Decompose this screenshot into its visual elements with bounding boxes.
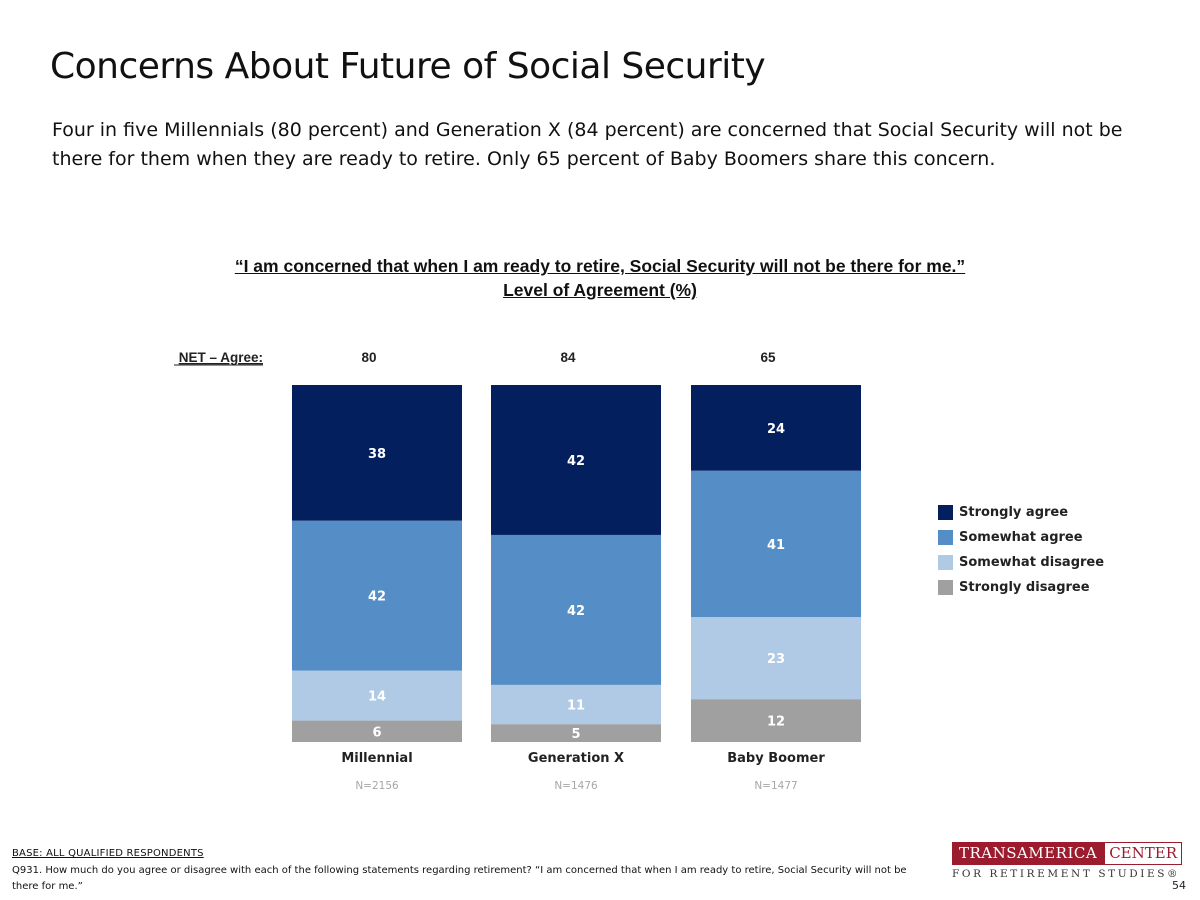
page-title: Concerns About Future of Social Security: [50, 46, 766, 87]
bar-generation-x-strongly-disagree: [491, 724, 661, 742]
legend-label-somewhat-disagree: Somewhat disagree: [959, 555, 1105, 570]
sample-size-generation-x: N=1476: [554, 780, 598, 792]
data-label-generation-x-strongly-agree: 42: [567, 454, 585, 469]
chart-legend: Strongly agree Somewhat agree Somewhat dis…: [938, 500, 1104, 600]
page-number: 54: [1172, 879, 1186, 892]
data-label-millennial-somewhat-disagree: 14: [368, 690, 386, 705]
bar-baby-boomer-somewhat-disagree: [691, 617, 861, 700]
legend-item-somewhat-disagree: Somewhat disagree: [938, 550, 1104, 575]
legend-swatch-somewhat-disagree: [938, 555, 953, 570]
data-label-baby-boomer-somewhat-agree: 41: [767, 538, 785, 553]
chart-subtitle: Level of Agreement (%): [503, 280, 697, 300]
legend-item-strongly-agree: Strongly agree: [938, 500, 1104, 525]
sample-size-millennial: N=2156: [355, 780, 399, 792]
legend-label-strongly-agree: Strongly agree: [959, 505, 1069, 520]
legend-label-somewhat-agree: Somewhat agree: [959, 530, 1083, 545]
net-agree-value-baby-boomer: 65: [760, 350, 776, 365]
data-label-millennial-strongly-disagree: 6: [372, 725, 381, 740]
data-label-generation-x-strongly-disagree: 5: [571, 727, 580, 742]
page-subtitle: Four in five Millennials (80 percent) an…: [52, 119, 1123, 170]
data-label-baby-boomer-somewhat-disagree: 23: [767, 652, 785, 667]
bar-millennial-strongly-disagree: [292, 720, 462, 742]
category-label-millennial: Millennial: [341, 751, 412, 766]
bar-baby-boomer-strongly-agree: [691, 385, 861, 471]
net-agree-label: NET – Agree:: [179, 350, 263, 365]
logo-text-right: CENTER: [1104, 842, 1183, 865]
net-agree-value-millennial: 80: [361, 350, 376, 365]
data-label-millennial-somewhat-agree: 42: [368, 590, 386, 605]
legend-swatch-strongly-disagree: [938, 580, 953, 595]
legend-item-somewhat-agree: Somewhat agree: [938, 525, 1104, 550]
category-label-baby-boomer: Baby Boomer: [727, 751, 825, 766]
data-label-millennial-strongly-agree: 38: [368, 447, 386, 462]
bar-generation-x-somewhat-disagree: [491, 684, 661, 725]
bar-generation-x-somewhat-agree: [491, 534, 661, 685]
footer-base-note: BASE: ALL QUALIFIED RESPONDENTS: [12, 848, 204, 859]
data-label-generation-x-somewhat-agree: 42: [567, 604, 585, 619]
data-label-baby-boomer-strongly-disagree: 12: [767, 715, 785, 730]
chart-title: “I am concerned that when I am ready to …: [234, 256, 966, 276]
legend-swatch-strongly-agree: [938, 505, 953, 520]
net-agree-value-generation-x: 84: [560, 350, 576, 365]
footer-question-note: Q931. How much do you agree or disagree …: [12, 865, 907, 892]
data-label-baby-boomer-strongly-agree: 24: [767, 422, 785, 437]
logo-text-bottom: FOR RETIREMENT STUDIES®: [952, 868, 1181, 880]
legend-swatch-somewhat-agree: [938, 530, 953, 545]
data-label-generation-x-somewhat-disagree: 11: [567, 699, 585, 714]
legend-item-strongly-disagree: Strongly disagree: [938, 575, 1104, 600]
legend-label-strongly-disagree: Strongly disagree: [959, 580, 1090, 595]
category-label-generation-x: Generation X: [528, 751, 624, 766]
bar-millennial-strongly-agree: [292, 385, 462, 521]
bar-millennial-somewhat-disagree: [292, 670, 462, 721]
sample-size-baby-boomer: N=1477: [754, 780, 797, 792]
bar-generation-x-strongly-agree: [491, 385, 661, 535]
bar-millennial-somewhat-agree: [292, 520, 462, 671]
logo-text-left: TRANSAMERICA: [952, 842, 1105, 865]
transamerica-logo: TRANSAMERICA CENTER FOR RETIREMENT STUDI…: [952, 842, 1183, 880]
bar-baby-boomer-somewhat-agree: [691, 470, 861, 618]
bar-baby-boomer-strongly-disagree: [691, 699, 861, 742]
